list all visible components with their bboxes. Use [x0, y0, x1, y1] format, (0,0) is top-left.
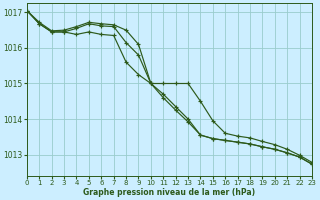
- X-axis label: Graphe pression niveau de la mer (hPa): Graphe pression niveau de la mer (hPa): [84, 188, 256, 197]
